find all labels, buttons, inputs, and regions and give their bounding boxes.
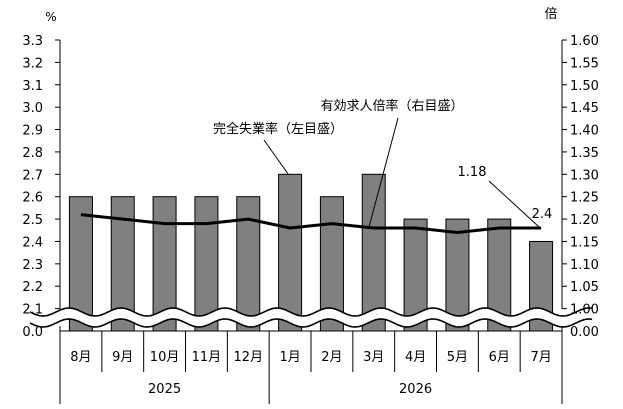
- left-tick-label: 2.2: [22, 280, 43, 295]
- left-tick-label: 2.4: [22, 235, 43, 250]
- bar: [236, 196, 261, 332]
- axes: [55, 39, 567, 404]
- series-label-unemployment: 完全失業率（左目盛）: [213, 121, 343, 137]
- right-tick-label: 1.45: [570, 101, 599, 116]
- category-label: 7月: [530, 350, 551, 365]
- right-tick-label: 0.00: [570, 325, 599, 340]
- leader-line: [263, 139, 289, 175]
- category-label: 9月: [112, 350, 133, 365]
- right-tick-label: 1.20: [570, 213, 599, 228]
- left-axis-unit: %: [45, 10, 56, 24]
- category-label: 5月: [447, 350, 468, 365]
- category-label: 6月: [489, 350, 510, 365]
- bar: [278, 173, 303, 332]
- right-tick-label: 1.30: [570, 168, 599, 183]
- data-label-job-ratio: 1.18: [458, 165, 487, 180]
- line-path: [80, 213, 542, 235]
- right-tick-label: 1.40: [570, 124, 599, 139]
- series-label-job-ratio: 有効求人倍率（右目盛）: [320, 98, 463, 114]
- axis-break-line: [29, 318, 593, 328]
- leader-line: [488, 180, 540, 228]
- category-label: 11月: [192, 350, 222, 365]
- category-label: 10月: [150, 350, 180, 365]
- axis-break-line: [29, 307, 593, 317]
- left-tick-label: 3.0: [22, 101, 43, 116]
- left-tick-label: 2.7: [22, 168, 43, 183]
- left-tick-label: 3.2: [22, 56, 43, 71]
- right-tick-label: 1.25: [570, 191, 599, 206]
- category-label: 8月: [70, 350, 91, 365]
- left-tick-label: 0.0: [22, 325, 43, 340]
- category-label: 1月: [279, 350, 300, 365]
- left-tick-label: 2.9: [22, 124, 43, 139]
- line-series: [80, 213, 542, 235]
- right-tick-label: 1.50: [570, 79, 599, 94]
- left-tick-label: 2.3: [22, 258, 43, 273]
- left-tick-label: 3.3: [22, 34, 43, 49]
- annotations: 完全失業率（左目盛） 有効求人倍率（右目盛） 1.18 2.4: [213, 98, 553, 228]
- right-tick-label: 1.10: [570, 258, 599, 273]
- category-label: 4月: [405, 350, 426, 365]
- left-tick-label: 2.6: [22, 191, 43, 206]
- category-label: 2月: [321, 350, 342, 365]
- bar-series: [68, 173, 554, 332]
- left-tick-label: 3.1: [22, 79, 43, 94]
- right-tick-label: 1.55: [570, 56, 599, 71]
- data-label-unemployment: 2.4: [532, 207, 553, 222]
- tick-labels: 3.3 3.2 3.1 3.0 2.9 2.8 2.7 2.6 2.5 2.4 2.3 2.2 2.1 0…: [22, 7, 599, 397]
- axis-break-band: [30, 308, 592, 327]
- left-tick-label: 2.1: [22, 303, 43, 318]
- year-label: 2026: [399, 382, 432, 397]
- leader-line: [368, 117, 399, 228]
- left-tick-label: 2.5: [22, 213, 43, 228]
- left-tick-label: 2.8: [22, 146, 43, 161]
- right-tick-label: 1.60: [570, 34, 599, 49]
- category-label: 3月: [363, 350, 384, 365]
- right-tick-label: 1.05: [570, 280, 599, 295]
- right-tick-label: 1.35: [570, 146, 599, 161]
- right-tick-label: 1.15: [570, 235, 599, 250]
- right-axis-unit: 倍: [544, 7, 557, 22]
- year-label: 2025: [148, 382, 181, 397]
- category-label: 12月: [233, 350, 263, 365]
- right-tick-label: 1.00: [570, 303, 599, 318]
